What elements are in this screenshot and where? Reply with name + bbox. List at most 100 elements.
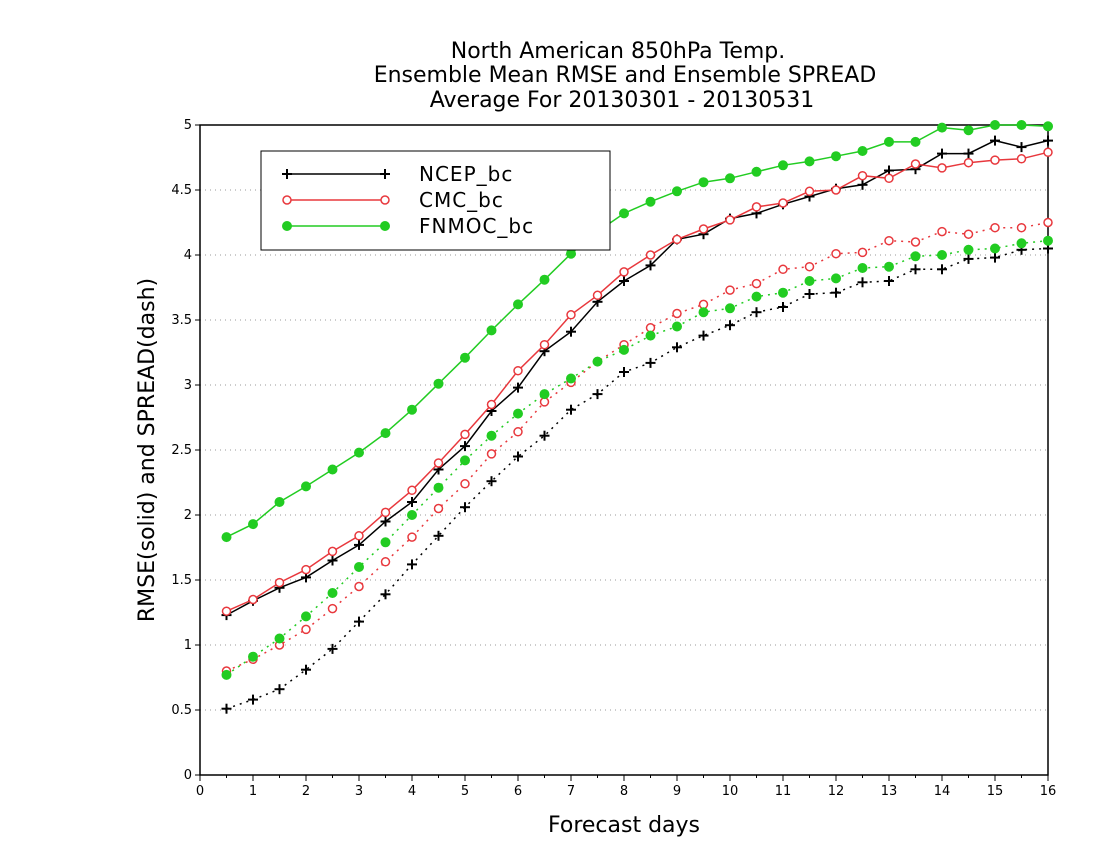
series-fnmoc-bc-spread-point — [327, 588, 338, 598]
series-ncep-bc-spread-point — [513, 451, 523, 462]
series-cmc-bc-spread-point — [910, 237, 921, 247]
series-fnmoc-bc-rmse-point — [963, 125, 974, 136]
series-cmc-bc-rmse-point — [486, 399, 497, 410]
series-fnmoc-bc-rmse-point — [672, 186, 682, 197]
x-tick-label: 5 — [461, 784, 469, 799]
series-cmc-bc-spread-point — [380, 557, 391, 567]
series-fnmoc-bc-spread-point — [221, 669, 232, 680]
series-ncep-bc-rmse-point — [460, 441, 470, 452]
series-fnmoc-bc-spread-point — [778, 287, 788, 298]
x-tick-label: 2 — [302, 784, 310, 799]
y-tick-label: 3.5 — [171, 313, 192, 328]
series-ncep-bc-spread-point — [698, 330, 709, 341]
title-line-2: Ensemble Mean RMSE and Ensemble SPREAD — [374, 63, 877, 88]
series-ncep-bc-rmse-point — [327, 555, 338, 566]
series-ncep-bc-spread-point — [778, 302, 788, 312]
series-fnmoc-bc-spread-point — [831, 273, 841, 284]
series-cmc-bc-spread-point — [884, 235, 894, 246]
series-fnmoc-bc-rmse-point — [327, 464, 338, 475]
series-cmc-bc-rmse-point — [460, 429, 470, 440]
series-ncep-bc-spread-point — [619, 367, 629, 377]
x-tick-label: 10 — [722, 784, 739, 799]
series-fnmoc-bc-rmse-point — [407, 404, 417, 415]
series-fnmoc-bc-spread-point — [566, 373, 576, 384]
series-ncep-bc-spread-point — [539, 430, 550, 441]
series-fnmoc-bc-rmse-point — [857, 146, 868, 156]
series-fnmoc-bc-spread-point — [698, 307, 709, 318]
series-fnmoc-bc-spread-point — [619, 344, 629, 355]
series-fnmoc-bc-spread — [221, 235, 1053, 680]
x-tick-label: 11 — [775, 784, 792, 799]
series-ncep-bc-spread-point — [221, 703, 232, 714]
series-cmc-bc-rmse-point — [937, 163, 947, 173]
series-cmc-bc-rmse-point — [645, 250, 656, 260]
series-ncep-bc-spread-point — [751, 307, 762, 318]
series-cmc-bc-rmse-point — [513, 365, 523, 376]
series-ncep-bc-spread-point — [857, 277, 868, 288]
series-cmc-bc-spread-point — [831, 248, 841, 259]
title-line-3: Average For 20130301 - 20130531 — [430, 88, 815, 113]
series-fnmoc-bc-spread-point — [486, 430, 497, 441]
legend-marker — [380, 195, 390, 205]
series-cmc-bc-rmse-point — [354, 531, 364, 541]
series-cmc-bc-rmse-point — [672, 234, 682, 245]
series-ncep-bc-rmse-point — [1016, 142, 1027, 153]
series-cmc-bc-spread-point — [751, 278, 762, 289]
series-cmc-bc-spread-point — [778, 264, 788, 275]
series-cmc-bc-spread — [221, 217, 1053, 676]
series-fnmoc-bc-rmse-point — [698, 177, 709, 188]
series-layer — [221, 120, 1053, 714]
series-ncep-bc-rmse-point — [645, 260, 656, 271]
series-fnmoc-bc-rmse-point — [513, 299, 523, 310]
series-cmc-bc-rmse-point — [1043, 147, 1053, 158]
series-fnmoc-bc-rmse-point — [831, 151, 841, 162]
series-cmc-bc-spread-point — [725, 285, 735, 295]
series-fnmoc-bc-rmse-point — [380, 428, 391, 439]
series-cmc-bc-spread-point — [513, 427, 523, 437]
series-ncep-bc-spread-point — [301, 664, 311, 675]
series-ncep-bc-spread-point — [804, 289, 815, 299]
y-tick-label: 3 — [184, 378, 192, 393]
series-cmc-bc-rmse-point — [1016, 154, 1027, 164]
legend-marker — [282, 221, 292, 231]
y-tick-label: 4 — [184, 248, 192, 263]
series-ncep-bc-rmse-point — [354, 539, 364, 550]
y-tick-label: 5 — [184, 118, 192, 133]
series-cmc-bc-spread-point — [804, 261, 815, 272]
series-fnmoc-bc-rmse-point — [460, 352, 470, 363]
series-cmc-bc-rmse-point — [619, 267, 629, 277]
series-fnmoc-bc-spread-point — [592, 356, 603, 367]
series-cmc-bc-spread-point — [672, 308, 682, 319]
x-axis-label: Forecast days — [548, 813, 700, 838]
y-tick-label: 0 — [184, 768, 192, 783]
series-cmc-bc-rmse-point — [248, 594, 258, 605]
series-fnmoc-bc-spread-point — [963, 244, 974, 255]
series-ncep-bc-spread-point — [937, 264, 947, 275]
series-fnmoc-bc-rmse-point — [990, 120, 1000, 130]
series-fnmoc-bc-spread-point — [751, 291, 762, 302]
x-tick-label: 4 — [408, 784, 416, 799]
series-cmc-bc-spread-point — [963, 229, 974, 239]
series-fnmoc-bc-spread-point — [354, 562, 364, 572]
series-fnmoc-bc-rmse-point — [645, 196, 656, 207]
series-fnmoc-bc-rmse-point — [354, 447, 364, 458]
series-fnmoc-bc-spread-point — [380, 537, 391, 548]
legend-label: NCEP_bc — [419, 162, 513, 186]
series-cmc-bc-rmse-point — [380, 507, 391, 518]
legend-item-cmc-bc: CMC_bc — [282, 188, 503, 212]
y-tick-label: 1 — [184, 638, 192, 653]
series-cmc-bc-rmse-point — [831, 185, 841, 195]
series-cmc-bc-rmse-point — [698, 224, 709, 234]
legend-label: FNMOC_bc — [419, 214, 534, 238]
series-ncep-bc-spread-point — [672, 342, 682, 353]
series-fnmoc-bc-rmse-point — [566, 248, 576, 259]
series-ncep-bc-spread-point — [248, 694, 258, 705]
series-cmc-bc-rmse-point — [857, 170, 868, 181]
series-cmc-bc-rmse-point — [778, 198, 788, 208]
series-ncep-bc-spread-point — [380, 589, 391, 600]
series-fnmoc-bc-spread-point — [937, 250, 947, 260]
series-ncep-bc-rmse-point — [407, 497, 417, 507]
series-ncep-bc-spread-line — [226, 247, 1049, 710]
legend-marker — [380, 221, 390, 231]
